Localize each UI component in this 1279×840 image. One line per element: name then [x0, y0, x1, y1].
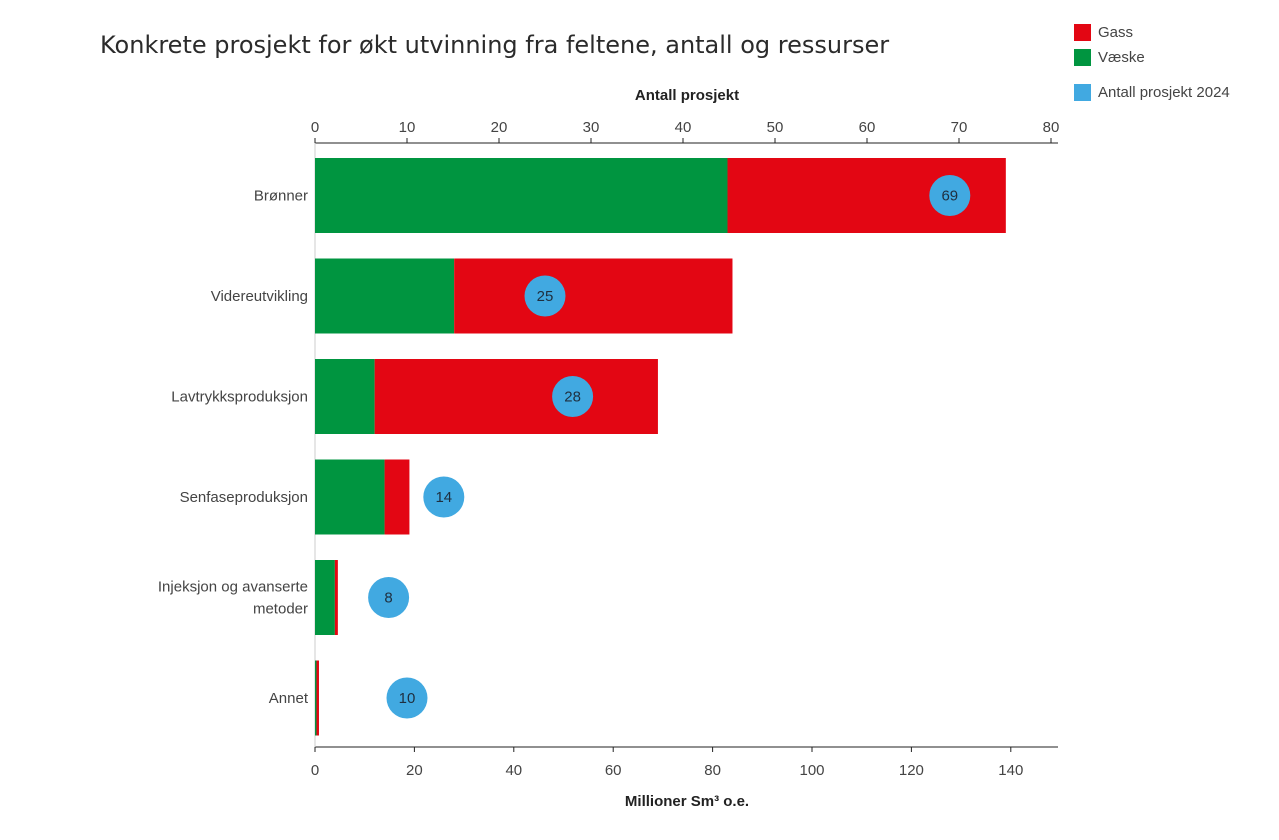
bottom-tick-label: 0	[311, 762, 319, 779]
category-label: Senfaseproduksjon	[180, 489, 308, 506]
bar-gass-annet	[316, 660, 319, 736]
bar-v-ske-lavtrykksproduksjon	[315, 359, 375, 434]
count-dot	[423, 476, 465, 518]
legend-swatch-vaeske	[1074, 49, 1091, 66]
top-tick-label: 60	[859, 119, 876, 136]
bar-gass-videreutvikling	[454, 258, 733, 334]
legend-swatch-gass	[1074, 24, 1091, 41]
count-dot	[552, 376, 594, 417]
top-tick-label: 40	[675, 119, 692, 136]
bar-v-ske-br-nner	[315, 158, 728, 233]
count-dot	[524, 275, 566, 317]
count-dot-label: 8	[384, 590, 392, 607]
count-dot-label: 10	[399, 690, 416, 707]
bar-v-ske-videreutvikling	[315, 258, 455, 334]
legend-swatch-antall	[1074, 84, 1091, 101]
bar-gass-senfaseproduksjon	[384, 459, 410, 535]
bottom-tick-label: 20	[406, 762, 423, 779]
legend-item-vaeske: Væske	[1074, 49, 1145, 66]
count-dot-label: 14	[435, 489, 452, 506]
category-label: Brønner	[254, 188, 308, 205]
top-tick-label: 10	[399, 119, 416, 136]
bar-gass-lavtrykksproduksjon	[374, 359, 658, 434]
top-tick-label: 20	[491, 119, 508, 136]
legend-label-vaeske: Væske	[1098, 49, 1145, 66]
bar-v-ske-senfaseproduksjon	[315, 459, 385, 535]
bar-gass-injeksjon-og-avanserte-metoder	[334, 560, 338, 635]
count-dot-label: 69	[941, 188, 958, 205]
top-tick-label: 50	[767, 119, 784, 136]
category-label: Lavtrykksproduksjon	[171, 389, 308, 406]
legend-label-antall: Antall prosjekt 2024	[1098, 84, 1230, 101]
count-dot	[929, 175, 971, 216]
chart-title: Konkrete prosjekt for økt utvinning fra …	[100, 31, 890, 59]
bar-v-ske-injeksjon-og-avanserte-metoder	[315, 560, 335, 635]
category-label: Injeksjon og avanserte metoder	[158, 579, 308, 618]
bottom-tick-label: 100	[799, 762, 824, 779]
top-tick-label: 70	[951, 119, 968, 136]
count-dot	[368, 577, 410, 618]
count-dot	[386, 677, 428, 719]
bottom-tick-label: 60	[605, 762, 622, 779]
bottom-axis-title: Millioner Sm³ o.e.	[625, 793, 749, 810]
category-label: Annet	[269, 690, 309, 707]
bar-v-ske-annet	[315, 660, 317, 736]
bottom-tick-label: 120	[899, 762, 924, 779]
category-label: Videreutvikling	[211, 288, 308, 305]
bottom-tick-label: 40	[505, 762, 522, 779]
legend-item-gass: Gass	[1074, 24, 1133, 41]
top-axis-title: Antall prosjekt	[635, 87, 739, 104]
bottom-tick-label: 80	[704, 762, 721, 779]
legend-item-antall: Antall prosjekt 2024	[1074, 84, 1230, 101]
bottom-tick-label: 140	[998, 762, 1023, 779]
top-tick-label: 0	[311, 119, 319, 136]
top-tick-label: 80	[1043, 119, 1060, 136]
count-dot-label: 28	[564, 389, 581, 406]
top-tick-label: 30	[583, 119, 600, 136]
count-dot-label: 25	[537, 288, 554, 305]
legend-label-gass: Gass	[1098, 24, 1134, 41]
